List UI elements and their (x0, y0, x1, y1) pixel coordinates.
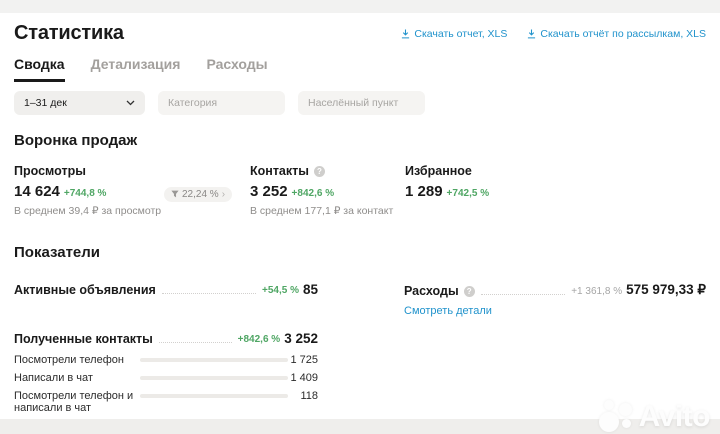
bar-track (140, 394, 288, 398)
help-icon[interactable]: ? (313, 165, 325, 177)
metrics-section-title: Показатели (14, 244, 101, 261)
favorites-card: Избранное 1 289 +742,5 % (405, 164, 706, 217)
tab-rashody[interactable]: Расходы (206, 56, 268, 72)
tabs: Сводка Детализация Расходы (14, 56, 706, 82)
download-icon (528, 29, 536, 38)
views-delta: +744,8 % (63, 188, 107, 199)
active-listings-label: Активные объявления (14, 283, 156, 297)
metrics-right-column: Расходы ? +1 361,8 % 575 979,33 ₽ Смотре… (404, 282, 706, 414)
received-contacts-label: Полученные контакты (14, 332, 153, 346)
metrics-grid: Активные объявления +54,5 % 85 Полученны… (14, 282, 706, 414)
funnel-section-title: Воронка продаж (14, 132, 138, 149)
chevron-down-icon (126, 100, 135, 106)
download-mailing-report-label: Скачать отчёт по рассылкам, XLS (540, 27, 706, 40)
help-icon[interactable]: ? (463, 285, 475, 297)
active-listings-row: Активные объявления +54,5 % 85 (14, 282, 318, 297)
received-contacts-row: Полученные контакты +842,6 % 3 252 (14, 331, 318, 346)
avito-watermark: Avito (598, 399, 711, 433)
filters-bar: 1–31 дек (14, 91, 706, 115)
contacts-label: Контакты (250, 164, 309, 178)
expenses-value: 575 979,33 ₽ (626, 282, 706, 297)
download-report-label: Скачать отчет, XLS (414, 27, 508, 40)
location-filter-input[interactable] (298, 91, 425, 115)
top-strip (0, 0, 720, 13)
views-card: Просмотры 14 624 +744,8 % В среднем 39,4… (14, 164, 164, 217)
funnel-icon (171, 190, 179, 198)
expenses-delta: +1 361,8 % (571, 286, 623, 297)
bar-value: 1 409 (290, 372, 318, 384)
received-contacts-value: 3 252 (284, 331, 318, 346)
contacts-note: В среднем 177,1 ₽ за контакт (250, 205, 394, 217)
received-contacts-delta: +842,6 % (237, 334, 281, 345)
expenses-details-link[interactable]: Смотреть детали (404, 305, 492, 317)
conversion-pill-wrap: 22,24 % › (164, 164, 250, 217)
page-header: Статистика Скачать отчет, XLS Скачать от… (14, 22, 706, 45)
bar-row-phone-and-chat: Посмотрели телефон и написали в чат 118 (14, 389, 318, 414)
funnel-cards: Просмотры 14 624 +744,8 % В среднем 39,4… (14, 164, 706, 217)
bar-value: 1 725 (290, 354, 318, 366)
chevron-right-icon: › (221, 188, 226, 200)
bar-label: Посмотрели телефон (14, 354, 124, 366)
avito-logo-icon (598, 399, 635, 433)
active-listings-value: 85 (302, 282, 318, 297)
favorites-value: 1 289 (405, 183, 443, 200)
bar-row-chat-messages: Написали в чат 1 409 (14, 371, 318, 384)
expenses-row: Расходы ? +1 361,8 % 575 979,33 ₽ (404, 282, 706, 298)
download-mailing-report-link[interactable]: Скачать отчёт по рассылкам, XLS (527, 28, 706, 40)
bar-row-phone-views: Посмотрели телефон 1 725 (14, 353, 318, 366)
contacts-card: Контакты ? 3 252 +842,6 % В среднем 177,… (250, 164, 405, 217)
statistics-page: Статистика Скачать отчет, XLS Скачать от… (0, 13, 720, 414)
dotted-leader (161, 293, 256, 294)
contacts-bar-chart: Посмотрели телефон 1 725 Написали в чат … (14, 353, 318, 414)
download-links: Скачать отчет, XLS Скачать отчёт по расс… (401, 28, 706, 40)
bar-label: Написали в чат (14, 372, 93, 384)
tab-detalizaciya[interactable]: Детализация (90, 56, 181, 72)
category-filter-input[interactable] (158, 91, 285, 115)
contacts-delta: +842,6 % (291, 188, 335, 199)
tab-svodka[interactable]: Сводка (14, 56, 65, 82)
dotted-leader (480, 294, 566, 295)
bottom-strip (0, 419, 720, 434)
views-note: В среднем 39,4 ₽ за просмотр (14, 205, 162, 217)
download-icon (402, 29, 410, 38)
page-title: Статистика (14, 22, 124, 44)
period-filter-value: 1–31 дек (24, 97, 67, 109)
bar-track (140, 376, 288, 380)
conversion-pill[interactable]: 22,24 % › (164, 186, 233, 202)
metrics-left-column: Активные объявления +54,5 % 85 Полученны… (14, 282, 318, 414)
period-filter[interactable]: 1–31 дек (14, 91, 145, 115)
favorites-delta: +742,5 % (446, 188, 490, 199)
dotted-leader (158, 342, 232, 343)
avito-watermark-text: Avito (638, 400, 711, 433)
download-report-link[interactable]: Скачать отчет, XLS (401, 28, 507, 40)
views-label: Просмотры (14, 164, 86, 178)
bar-label: Посмотрели телефон и написали в чат (14, 390, 134, 414)
bar-track (140, 358, 288, 362)
views-value: 14 624 (14, 183, 60, 200)
active-listings-delta: +54,5 % (261, 285, 299, 296)
conversion-value: 22,24 % (182, 188, 219, 200)
contacts-value: 3 252 (250, 183, 288, 200)
favorites-label: Избранное (405, 164, 472, 178)
expenses-label: Расходы (404, 284, 459, 298)
bar-value: 118 (300, 390, 318, 402)
